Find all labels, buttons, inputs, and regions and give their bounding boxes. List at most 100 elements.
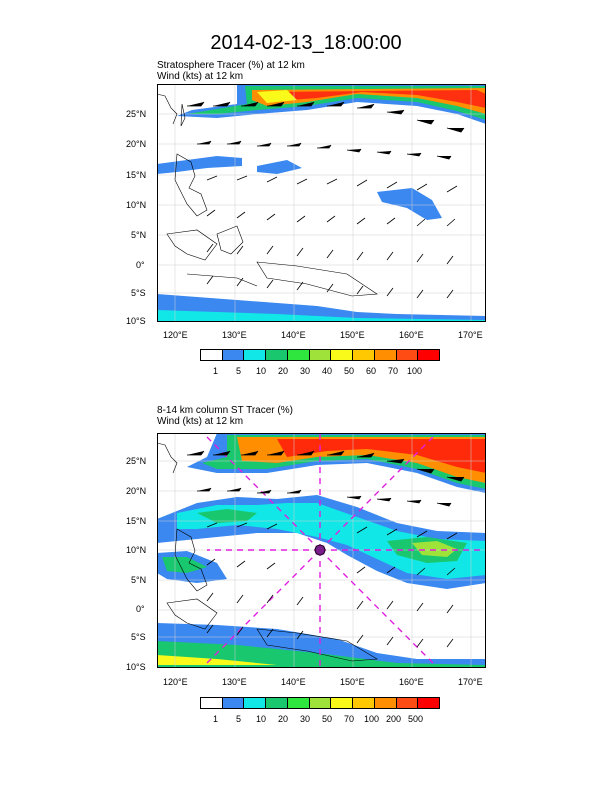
colorbar-swatch bbox=[287, 698, 310, 708]
colorbar-swatch bbox=[266, 698, 288, 708]
panel2-colorbar-label: 20 bbox=[278, 714, 289, 724]
panel2-map bbox=[157, 433, 486, 668]
panel1-lat-label-5n: 5°N bbox=[131, 230, 147, 240]
panel2-title-tracer: 8-14 km column ST Tracer (%) bbox=[157, 405, 293, 416]
panel2-title-wind: Wind (kts) at 12 km bbox=[157, 416, 244, 427]
colorbar-swatch bbox=[396, 698, 419, 708]
panel2-colorbar-label: 10 bbox=[256, 714, 267, 724]
panel1-lat-label-10s: 10°S bbox=[126, 316, 146, 326]
panel2-lat-label-10s: 10°S bbox=[126, 662, 146, 672]
panel1-map-canvas bbox=[157, 84, 486, 322]
panel2-lat-label-25n: 25°N bbox=[126, 456, 147, 466]
panel2-radial-lines bbox=[206, 433, 486, 668]
panel2-colorbar-label: 200 bbox=[386, 714, 402, 724]
panel1-colorbar-label: 100 bbox=[407, 366, 423, 376]
panel1-tracer-south-cyan bbox=[157, 310, 486, 322]
panel1-tracer-patch-10n bbox=[377, 188, 442, 220]
panel1-tracer-patch-15n bbox=[157, 156, 242, 174]
panel1-lon-label-140e: 140°E bbox=[281, 330, 306, 340]
colorbar-swatch bbox=[396, 350, 419, 360]
panel2-lat-label-5n: 5°N bbox=[131, 575, 147, 585]
panel1-lon-label-120e: 120°E bbox=[163, 330, 188, 340]
colorbar-swatch bbox=[287, 350, 310, 360]
panel2-colorbar-label: 30 bbox=[300, 714, 311, 724]
panel1-lat-label-15n: 15°N bbox=[126, 170, 147, 180]
panel1-colorbar-label: 40 bbox=[322, 366, 333, 376]
panel1-colorbar-label: 5 bbox=[236, 366, 242, 376]
colorbar-swatch bbox=[309, 350, 332, 360]
colorbar-swatch bbox=[418, 698, 440, 708]
panel2-lat-label-10n: 10°N bbox=[126, 545, 147, 555]
panel1-lon-label-130e: 130°E bbox=[222, 330, 247, 340]
panel2-lat-label-5s: 5°S bbox=[131, 632, 146, 642]
colorbar-swatch bbox=[353, 350, 375, 360]
colorbar-swatch bbox=[201, 350, 223, 360]
colorbar-swatch bbox=[374, 350, 397, 360]
panel1-lat-label-25n: 25°N bbox=[126, 109, 147, 119]
colorbar-swatch bbox=[309, 698, 332, 708]
panel2-map-canvas bbox=[157, 433, 486, 668]
panel1-gridlines bbox=[157, 84, 486, 322]
panel1-frame bbox=[157, 84, 486, 322]
panel2-colorbar-label: 100 bbox=[364, 714, 380, 724]
panel2-lon-label-150e: 150°E bbox=[340, 677, 365, 687]
panel2-lon-label-170e: 170°E bbox=[458, 677, 483, 687]
panel1-map bbox=[157, 84, 486, 322]
panel1-lat-label-0: 0° bbox=[136, 260, 145, 270]
colorbar-swatch bbox=[353, 698, 375, 708]
panel1-colorbar-label: 20 bbox=[278, 366, 289, 376]
page-title: 2014-02-13_18:00:00 bbox=[210, 32, 402, 54]
panel1-tracer-patch-15n-b bbox=[257, 160, 302, 174]
panel2-colorbar-label: 500 bbox=[408, 714, 424, 724]
panel2-tracer-jet-red bbox=[277, 439, 486, 473]
panel2-typhoon-center bbox=[314, 544, 326, 556]
panel1-colorbar-label: 30 bbox=[300, 366, 311, 376]
colorbar-swatch bbox=[244, 698, 267, 708]
panel1-lat-label-20n: 20°N bbox=[126, 139, 147, 149]
panel1-lon-label-160e: 160°E bbox=[399, 330, 424, 340]
panel2-lon-label-130e: 130°E bbox=[222, 677, 247, 687]
panel2-colorbar bbox=[200, 697, 440, 709]
panel1-lat-label-5s: 5°S bbox=[131, 288, 146, 298]
colorbar-swatch bbox=[222, 698, 245, 708]
panel2-lat-label-20n: 20°N bbox=[126, 486, 147, 496]
panel1-colorbar-label: 10 bbox=[256, 366, 267, 376]
panel1-colorbar-label: 1 bbox=[213, 366, 219, 376]
panel1-lat-label-10n: 10°N bbox=[126, 200, 147, 210]
panel1-title-wind: Wind (kts) at 12 km bbox=[157, 71, 244, 82]
colorbar-swatch bbox=[222, 350, 245, 360]
colorbar-swatch bbox=[266, 350, 288, 360]
colorbar-swatch bbox=[331, 350, 354, 360]
panel2-colorbar-label: 1 bbox=[213, 714, 219, 724]
panel2-frame bbox=[157, 433, 486, 668]
panel2-coastlines bbox=[157, 442, 378, 662]
panel2-colorbar-label: 70 bbox=[344, 714, 355, 724]
panel2-tracer-west-cluster-green bbox=[162, 557, 207, 573]
panel2-tracer-south-yellow bbox=[157, 655, 277, 665]
colorbar-swatch bbox=[244, 350, 267, 360]
panel1-tracer-jet-yellow bbox=[257, 90, 297, 103]
panel1-coastlines bbox=[157, 93, 378, 297]
colorbar-swatch bbox=[331, 698, 354, 708]
panel2-colorbar-label: 5 bbox=[236, 714, 242, 724]
panel2-lat-label-0: 0° bbox=[136, 604, 145, 614]
panel2-wind-barbs bbox=[187, 450, 465, 648]
panel2-tracer-band-lime bbox=[412, 541, 457, 557]
panel2-lat-label-15n: 15°N bbox=[126, 516, 147, 526]
panel1-colorbar-label: 50 bbox=[344, 366, 355, 376]
panel1-colorbar bbox=[200, 349, 440, 361]
panel2-colorbar-label: 50 bbox=[322, 714, 333, 724]
colorbar-swatch bbox=[201, 698, 223, 708]
panel1-colorbar-label: 70 bbox=[388, 366, 399, 376]
panel2-lon-label-140e: 140°E bbox=[281, 677, 306, 687]
panel2-lon-label-120e: 120°E bbox=[163, 677, 188, 687]
colorbar-swatch bbox=[418, 350, 440, 360]
panel1-wind-barbs bbox=[187, 101, 465, 299]
panel1-lon-label-170e: 170°E bbox=[458, 330, 483, 340]
panel2-lon-label-160e: 160°E bbox=[399, 677, 424, 687]
panel1-title-tracer: Stratosphere Tracer (%) at 12 km bbox=[157, 60, 305, 71]
panel1-tracer-jet-red bbox=[267, 90, 486, 108]
panel1-colorbar-label: 60 bbox=[366, 366, 377, 376]
panel2-tracer-band-cyan bbox=[177, 503, 486, 579]
panel1-lon-label-150e: 150°E bbox=[340, 330, 365, 340]
